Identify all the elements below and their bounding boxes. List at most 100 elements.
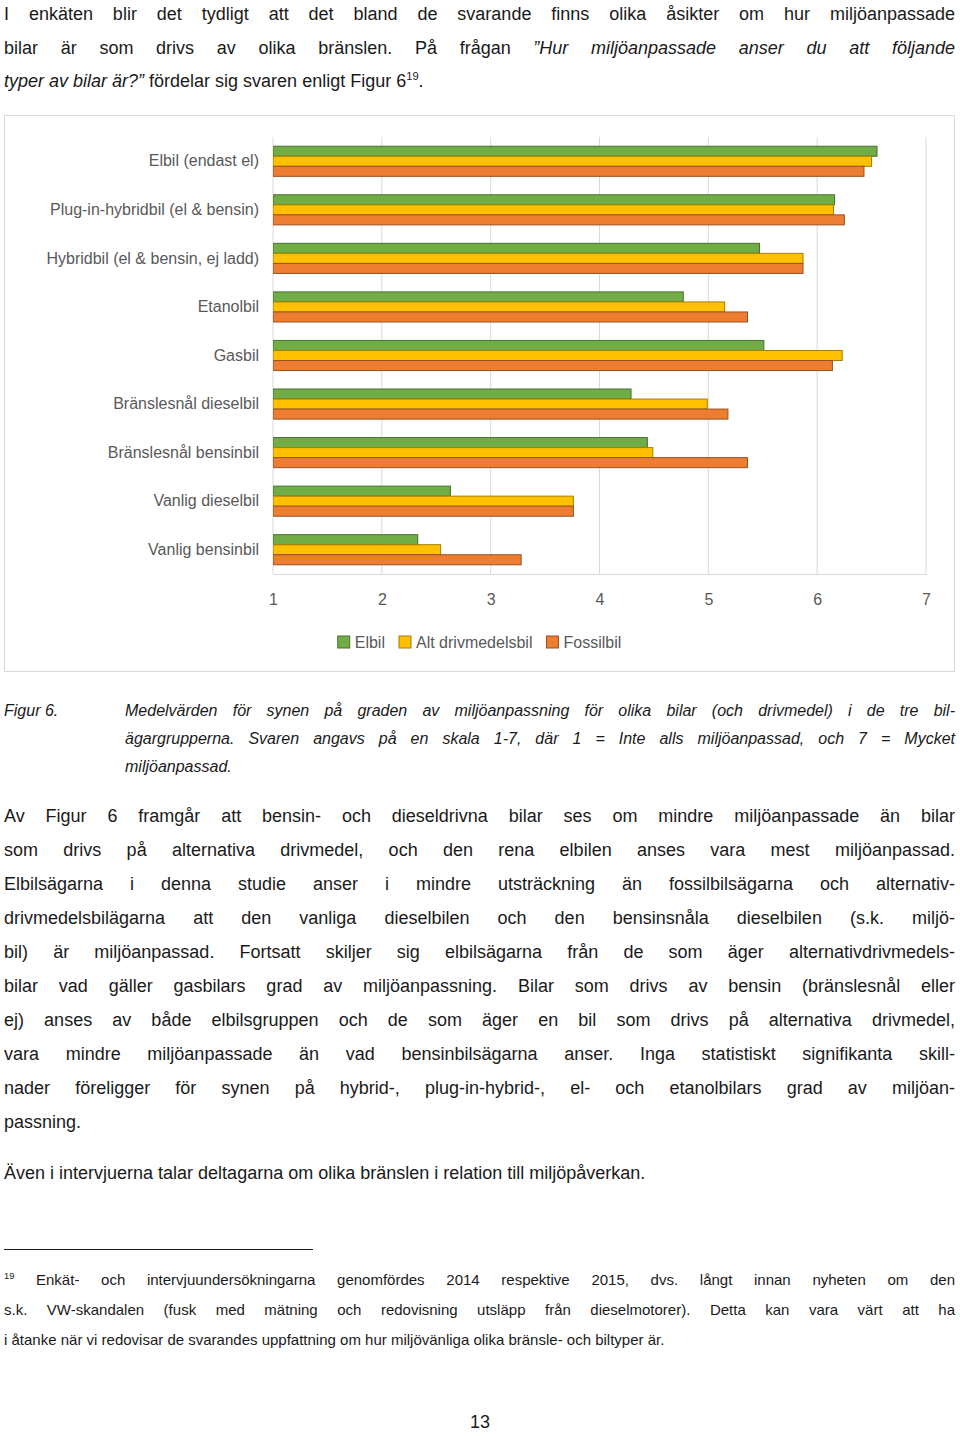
text-span: fördelar sig svaren enligt Figur 6 [144,71,406,91]
tick-label: Hybridbil (el & bensin, ej ladd) [46,250,259,267]
tick: Elbil (endast el) [149,152,273,169]
tick: Hybridbil (el & bensin, ej ladd) [46,250,273,267]
bar [273,215,844,225]
body-line: passning. [4,1105,955,1139]
text-span: ägargrupperna. Svaren angavs på en skala… [125,730,955,747]
tick: Bränslesnål dieselbil [113,395,273,412]
grid [273,137,926,574]
text-span: som drivs på alternativa drivmedel, och … [4,840,955,860]
text-span: Elbilsägarna i denna studie anser i mind… [4,874,955,894]
text-span: drivmedelsbilägarna att den vanliga dies… [4,908,955,928]
legend-label: Fossilbil [563,634,621,651]
text-span: bilar är som drivs av olika bränslen. På… [4,38,533,58]
bar [273,156,872,166]
tick-label: 5 [704,591,713,608]
bar [273,146,877,156]
text-span: Figur 6. [4,702,58,719]
legend-swatch [546,636,558,648]
tick: Plug-in-hybridbil (el & bensin) [50,201,273,218]
tick-label: 3 [487,591,496,608]
tick: Etanolbil [198,298,273,315]
bar [273,399,707,409]
bar [273,458,748,468]
legend-swatch [338,636,350,648]
tick-label: Bränslesnål bensinbil [108,444,259,461]
bars [273,146,877,565]
caption-label: Figur 6. [4,697,124,725]
text-span: miljöanpassad. [125,758,232,775]
tick-label: 6 [813,591,822,608]
bar [273,496,573,506]
bar [273,486,450,496]
text-span: Enkät- och intervjuundersökningarna geno… [14,1271,955,1288]
body-line: som drivs på alternativa drivmedel, och … [4,833,955,867]
footnote-line: s.k. VW-skandalen (fusk med mätning och … [4,1295,955,1325]
tick: Gasbil [214,347,273,364]
tick: Bränslesnål bensinbil [108,444,273,461]
bar [273,350,842,360]
bar [273,409,728,419]
caption-line: ägargrupperna. Svaren angavs på en skala… [125,725,955,753]
bar [273,389,631,399]
text-span: bil) är miljöanpassad. Fortsatt skiljer … [4,942,955,962]
body-line: bil) är miljöanpassad. Fortsatt skiljer … [4,935,955,969]
body-line: Av Figur 6 framgår att bensin- och diese… [4,799,955,833]
footnote-line: i åtanke när vi redovisar de svarandes u… [4,1325,955,1355]
tick-label: 7 [922,591,931,608]
tick-label: 2 [378,591,387,608]
text-span: vara mindre miljöanpassade än vad bensin… [4,1044,955,1064]
bar [273,438,647,448]
bar [273,205,833,215]
bar [273,302,725,312]
legend-label: Elbil [355,634,385,651]
tick-label: Vanlig dieselbil [153,492,259,509]
tick-label: Gasbil [214,347,259,364]
intro-line: bilar är som drivs av olika bränslen. På… [4,32,955,66]
text-span: s.k. VW-skandalen (fusk med mätning och … [4,1301,955,1318]
bar [273,292,683,302]
body-line: bilar vad gäller gasbilars grad av miljö… [4,969,955,1003]
tick: 2 [378,574,387,608]
axis-line [274,574,927,575]
body-line: vara mindre miljöanpassade än vad bensin… [4,1037,955,1071]
value-axis: 1234567 [269,574,931,608]
series [273,146,877,544]
bar [273,340,764,350]
footnote-line: 19 Enkät- och intervjuundersökningarna g… [4,1265,955,1295]
legend-item: Alt drivmedelsbil [399,634,532,651]
tick: 5 [704,574,713,608]
superscript: 19 [4,1271,14,1281]
bar [273,555,521,565]
bar [273,361,832,371]
intro-line: I enkäten blir det tydligt att det bland… [4,0,955,32]
legend-item: Fossilbil [546,634,621,651]
caption-line: miljöanpassad. [125,753,955,781]
text-span: Även i intervjuerna talar deltagarna om … [4,1163,645,1183]
legend-swatch [399,636,411,648]
text-span: I enkäten blir det tydligt att det bland… [4,4,955,24]
tick: 4 [596,574,605,608]
tick-label: 4 [596,591,605,608]
text-span: typer av bilar är?” [4,71,144,91]
tick-label: Elbil (endast el) [149,152,259,169]
superscript: 19 [406,70,418,82]
text-span: Av Figur 6 framgår att bensin- och diese… [4,806,955,826]
tick: Vanlig bensinbil [148,541,273,558]
text-span: ej) anses av både elbilsgruppen och de s… [4,1010,955,1030]
tick: Vanlig dieselbil [153,492,273,509]
body-line: nader föreligger för synen på hybrid-, p… [4,1071,955,1105]
text-span: ”Hur miljöanpassade anser du att följand… [533,38,955,58]
bar [273,253,803,263]
page-number: 13 [0,1412,960,1433]
tick-label: Vanlig bensinbil [148,541,259,558]
text-span: passning. [4,1112,81,1132]
text-span: i åtanke när vi redovisar de svarandes u… [4,1331,664,1348]
text-span: . [419,71,424,91]
tick-label: Plug-in-hybridbil (el & bensin) [50,201,259,218]
bar [273,535,418,545]
body-line: drivmedelsbilägarna att den vanliga dies… [4,901,955,935]
tick: 6 [813,574,822,608]
body-line: Även i intervjuerna talar deltagarna om … [4,1156,955,1190]
series [273,156,872,554]
text-span: nader föreligger för synen på hybrid-, p… [4,1078,955,1098]
